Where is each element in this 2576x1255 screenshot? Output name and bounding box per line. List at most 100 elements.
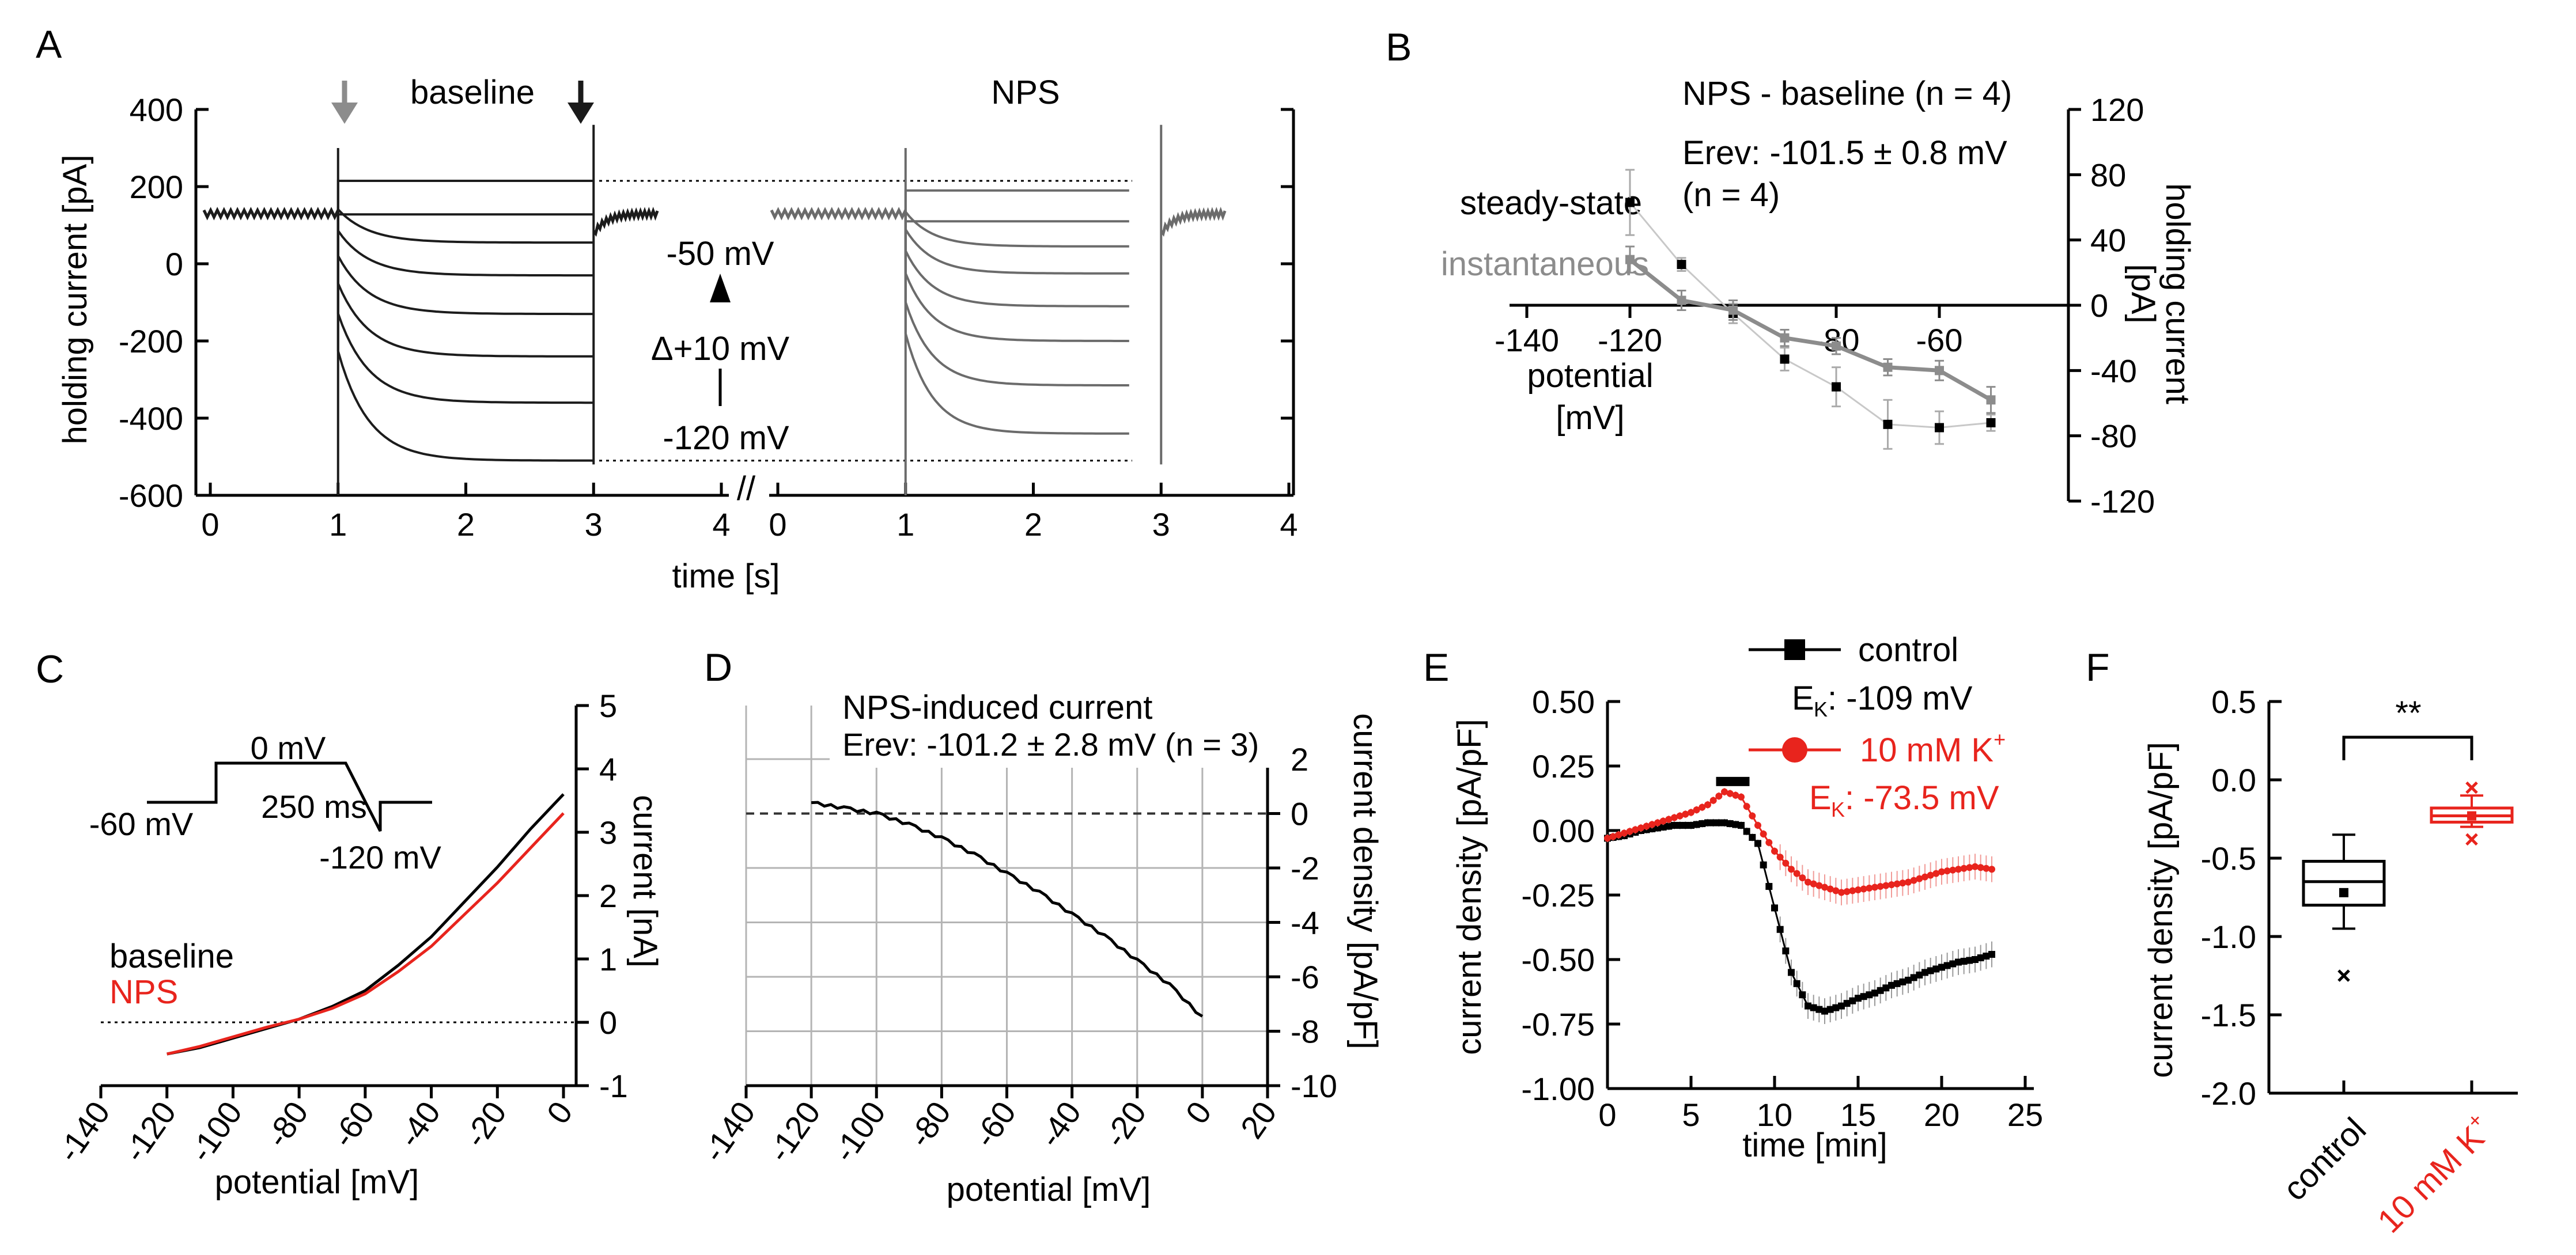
panel-e-data-point xyxy=(1704,801,1711,809)
panel-e-data-point xyxy=(1776,854,1784,861)
panel-c-x-tick-label: -140 xyxy=(50,1095,117,1169)
panel-e-data-point xyxy=(1815,1006,1823,1013)
panel-b-n: (n = 4) xyxy=(1682,176,1780,214)
panel-b-data-point xyxy=(1780,333,1790,343)
panel-e-data-point xyxy=(1682,822,1689,829)
panel-c-x-tick-label: -60 xyxy=(325,1095,381,1154)
panel-d-y-tick-label: -8 xyxy=(1291,1014,1319,1050)
panel-a-x-tick-label: 2 xyxy=(457,506,475,543)
panel-c-protocol-trace xyxy=(147,761,432,832)
panel-f-y-tick-label: -1.5 xyxy=(2201,997,2257,1033)
panel-e-data-point xyxy=(1860,993,1867,1000)
panel-a-y-tick-label: 200 xyxy=(130,169,183,205)
panel-e-data-point xyxy=(1916,875,1923,882)
panel-d-y-tick-label: -2 xyxy=(1291,850,1319,886)
panel-f-y-tick-label: 0.5 xyxy=(2211,684,2256,720)
panel-e-data-point xyxy=(1838,1002,1845,1010)
panel-d-x-tick-label: -80 xyxy=(901,1095,958,1154)
panel-e-data-point xyxy=(1888,881,1895,889)
baseline-current-trace xyxy=(336,180,594,214)
panel-e-data-point xyxy=(1877,987,1884,994)
panel-c-series xyxy=(167,793,565,1056)
panel-e-data-point xyxy=(1776,926,1784,933)
panel-e-data-point xyxy=(1927,967,1934,975)
panel-e-x-tick-label: 0 xyxy=(1598,1097,1616,1133)
panel-e-x-tick-label: 5 xyxy=(1682,1097,1700,1133)
panel-e-data-point xyxy=(1754,822,1761,829)
panel-d-y-tick-label: -4 xyxy=(1291,905,1319,941)
panel-e-x-axis-label: time [min] xyxy=(1742,1127,1887,1164)
legend-ek-k-e: E xyxy=(1809,779,1832,817)
nps-arrow-icon xyxy=(568,81,594,124)
panel-b-y-tick-label: -40 xyxy=(2090,352,2137,389)
panel-b: B NPS - baseline (n = 4) Erev: -101.5 ± … xyxy=(1386,25,2196,520)
panel-c-protocol-duration: 250 ms xyxy=(261,788,367,825)
legend-ek-control-value: : -109 mV xyxy=(1828,680,1973,717)
panel-e-data-point xyxy=(1932,870,1940,877)
panel-e-data-point xyxy=(1676,812,1684,820)
panel-f: F 0.5 0.0 -0.5 -1.0 -1.5 -2.0 ** current dens… xyxy=(2086,646,2518,1240)
panel-e-data-point xyxy=(1726,790,1734,797)
panel-e-data-point xyxy=(1972,956,1979,963)
panel-e-x-tick-label: 10 xyxy=(1757,1097,1792,1133)
baseline-current-trace xyxy=(336,213,594,277)
panel-c-axes: 5 4 3 2 1 0 -1 -140-120-100 -80 -60 -40 -20 0 xyxy=(50,688,628,1169)
panel-c-protocol-hold: -60 mV xyxy=(89,806,194,842)
panel-e-data-point xyxy=(1855,886,1862,894)
panel-b-data-point xyxy=(1625,198,1635,207)
panel-e-data-point xyxy=(1921,969,1928,976)
panel-b-data-point xyxy=(1935,366,1944,376)
legend-baseline: baseline xyxy=(109,938,234,975)
legend-ek-k-value: : -73.5 mV xyxy=(1845,779,1999,817)
panel-f-x-tick-control: control xyxy=(2276,1110,2373,1208)
panel-b-erev: Erev: -101.5 ± 0.8 mV xyxy=(1682,134,2007,172)
panel-e-data-point xyxy=(1905,878,1912,886)
panel-a: A 400 200 0 -200 -400 -600 0 0 1 1 2 2 3 3 4 4 baseline… xyxy=(36,22,1298,595)
panel-e-data-point xyxy=(1832,1004,1840,1011)
panel-a-x-tick-label: 3 xyxy=(1152,506,1170,543)
panel-c-y-tick-label: 3 xyxy=(599,814,617,851)
panel-a-axes: 400 200 0 -200 -400 -600 0 0 1 1 2 2 3 3 4 4 xyxy=(119,92,1298,543)
panel-d-label: D xyxy=(704,646,732,689)
panel-f-outlier-marker xyxy=(2465,833,2478,846)
panel-e-data-point xyxy=(1938,964,1945,971)
panel-f-mean-marker xyxy=(2467,811,2476,821)
panel-e: E 0.50 0.25 0.00 -0.25 -0.50 -0.75 -1.000 5 10 15… xyxy=(1423,631,2043,1164)
panel-e-data-point xyxy=(1943,962,1951,969)
panel-e-data-point xyxy=(1760,861,1767,869)
panel-e-data-point xyxy=(1810,1004,1817,1011)
panel-b-data-point xyxy=(1986,395,1996,405)
panel-e-series xyxy=(1604,788,1995,1024)
panel-e-data-point xyxy=(1910,877,1917,884)
panel-b-data-point xyxy=(1625,255,1635,264)
nps-current-trace xyxy=(904,213,1129,435)
panel-c-x-tick-label: 0 xyxy=(539,1095,579,1131)
panel-d-axes: 20-2-4-6-8-10-140-120-100 -80 -60 -40 -20 0 20 xyxy=(695,706,1337,1169)
panel-e-data-point xyxy=(1960,865,1968,872)
panel-d-title: NPS-induced current xyxy=(842,689,1152,726)
panel-e-data-point xyxy=(1877,883,1884,890)
panel-e-data-point xyxy=(1899,978,1907,985)
panel-e-data-point xyxy=(1888,981,1895,989)
panel-d-x-tick-label: -60 xyxy=(966,1095,1023,1154)
panel-e-data-point xyxy=(1621,829,1628,837)
panel-f-axes: 0.5 0.0 -0.5 -1.0 -1.5 -2.0 xyxy=(2201,684,2518,1112)
panel-e-data-point xyxy=(1882,984,1890,992)
panel-f-boxes xyxy=(2302,781,2514,982)
panel-e-data-point xyxy=(1654,824,1661,832)
panel-e-data-point xyxy=(1977,954,1984,962)
panel-f-outlier-marker xyxy=(2337,969,2350,982)
panel-e-y-tick-label: -0.50 xyxy=(1521,942,1595,978)
panel-e-data-point xyxy=(1871,884,1878,891)
panel-b-y-label-line1: holding current xyxy=(2159,183,2196,404)
panel-e-data-point xyxy=(1943,867,1951,875)
legend-control-marker xyxy=(1784,639,1805,660)
panel-e-data-point xyxy=(1659,824,1667,831)
panel-e-data-point xyxy=(1688,809,1694,816)
baseline-tail-trace xyxy=(592,207,659,237)
panel-c: C 5 4 3 2 1 0 -1 -140-120-100 -80 -60 -40 -20 0 0 mV… xyxy=(36,647,664,1201)
panel-b-data-point xyxy=(1677,260,1686,270)
panel-e-data-point xyxy=(1910,974,1917,981)
panel-b-x-tick-label: -120 xyxy=(1598,322,1662,358)
panel-a-label: A xyxy=(36,22,62,66)
